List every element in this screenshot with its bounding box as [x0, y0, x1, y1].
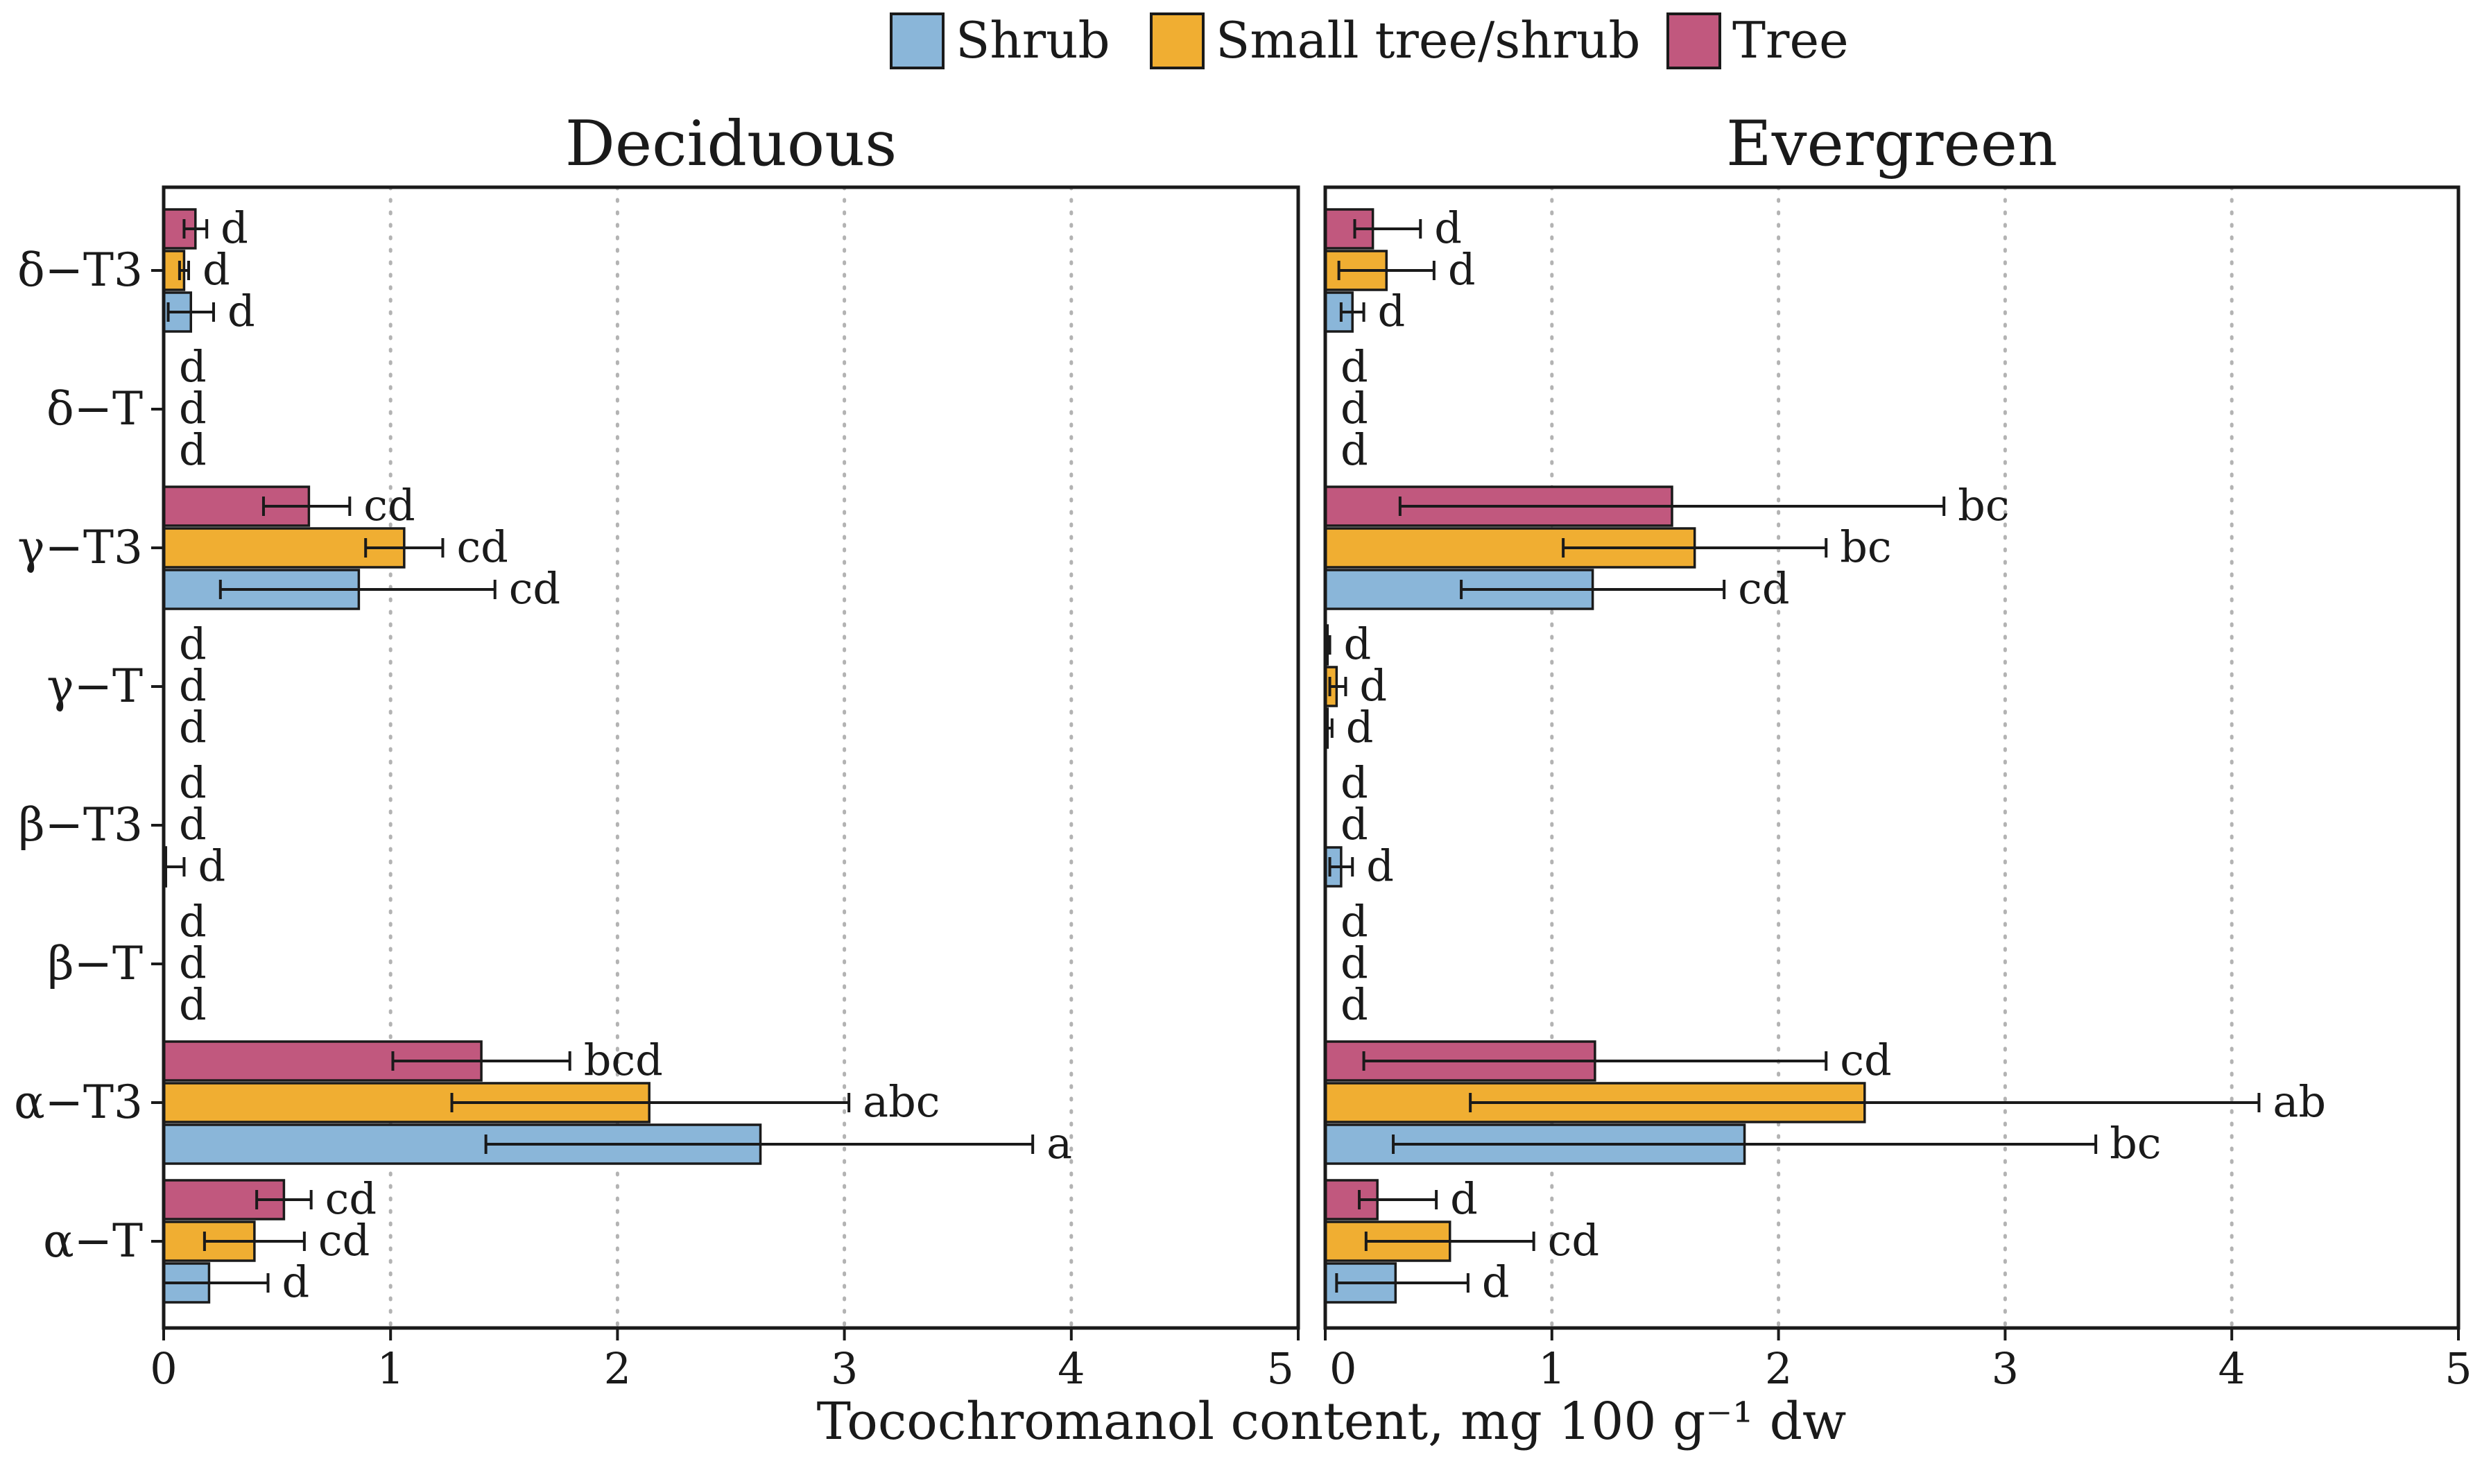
- significance-letter-1-1-0: d: [1448, 244, 1476, 295]
- panels: Deciduousddcddddbcdcdddcddddabccdddcdddd…: [14, 107, 2472, 1394]
- significance-letter-1-1-6: ab: [2273, 1076, 2326, 1127]
- panel-1: Evergreenddbcdddcddddbcdddabcdddcddddbcd…: [1323, 107, 2472, 1394]
- significance-letter-1-2-1: d: [1341, 424, 1368, 475]
- panel-title-1: Evergreen: [1726, 107, 2058, 180]
- x-tick-label-0-1: 1: [377, 1343, 404, 1394]
- significance-letter-1-1-3: d: [1359, 660, 1387, 711]
- legend-swatch-2: [1666, 12, 1721, 69]
- significance-letter-1-1-5: d: [1341, 938, 1368, 988]
- x-tick-label-0-4: 4: [1058, 1343, 1085, 1394]
- significance-letter-0-1-4: d: [179, 799, 207, 849]
- category-label-3: γ−T: [46, 659, 143, 713]
- category-label-4: β−T3: [19, 798, 143, 852]
- significance-letter-1-0-5: d: [1341, 896, 1368, 947]
- category-label-5: β−T: [48, 937, 143, 990]
- significance-letter-1-2-5: d: [1341, 979, 1368, 1030]
- x-tick-label-0-2: 2: [604, 1343, 631, 1394]
- significance-letter-0-0-4: d: [179, 757, 207, 808]
- category-label-2: γ−T3: [17, 521, 143, 574]
- legend-label-1: Small tree/shrub: [1216, 11, 1641, 69]
- x-tick-label-0-0: 0: [150, 1343, 177, 1394]
- significance-letter-0-1-6: abc: [863, 1076, 940, 1127]
- x-tick-label-1-0: 0: [1329, 1343, 1356, 1394]
- significance-letter-0-1-0: d: [202, 244, 230, 295]
- significance-letter-0-1-3: d: [179, 660, 207, 711]
- significance-letter-1-0-0: d: [1434, 202, 1462, 253]
- significance-letter-0-0-1: d: [179, 341, 207, 392]
- legend-label-2: Tree: [1732, 11, 1849, 69]
- significance-letter-1-2-3: d: [1346, 702, 1374, 752]
- x-tick-label-1-3: 3: [1992, 1343, 2019, 1394]
- significance-letter-1-2-0: d: [1378, 286, 1406, 336]
- significance-letter-0-2-6: a: [1046, 1118, 1072, 1168]
- significance-letter-1-0-6: cd: [1840, 1035, 1891, 1085]
- legend-swatch-1: [1150, 12, 1205, 69]
- significance-letter-1-1-7: cd: [1548, 1215, 1599, 1266]
- panel-0: Deciduousddcddddbcdcdddcddddabccdddcdddd…: [14, 107, 1300, 1394]
- panel-title-0: Deciduous: [565, 107, 897, 180]
- significance-letter-0-2-7: d: [282, 1257, 310, 1307]
- significance-letter-0-1-7: cd: [318, 1215, 370, 1266]
- panel-frame-1: [1323, 185, 2461, 1330]
- significance-letter-1-2-2: cd: [1738, 563, 1789, 614]
- significance-letter-1-2-6: bc: [2110, 1118, 2161, 1168]
- significance-letter-1-1-1: d: [1341, 383, 1368, 433]
- significance-letter-0-2-1: d: [179, 424, 207, 475]
- significance-letter-0-1-1: d: [179, 383, 207, 433]
- significance-letter-1-0-3: d: [1344, 619, 1372, 669]
- significance-letter-0-2-2: cd: [509, 563, 560, 614]
- significance-letter-0-1-5: d: [179, 938, 207, 988]
- panel-frame-0: [162, 185, 1300, 1330]
- significance-letter-1-1-2: bc: [1840, 521, 1891, 572]
- significance-letter-1-1-4: d: [1341, 799, 1368, 849]
- significance-letter-1-0-2: bc: [1958, 480, 2009, 530]
- significance-letter-0-0-5: d: [179, 896, 207, 947]
- category-label-1: δ−T: [46, 382, 143, 435]
- x-tick-label-0-5: 5: [1267, 1343, 1294, 1394]
- category-label-6: α−T3: [14, 1076, 143, 1129]
- category-label-0: δ−T3: [17, 243, 143, 297]
- significance-letter-1-0-1: d: [1341, 341, 1368, 392]
- significance-letter-0-0-2: cd: [363, 480, 415, 530]
- category-label-7: α−T: [43, 1214, 143, 1268]
- legend-swatch-0: [890, 12, 945, 69]
- significance-letter-0-2-0: d: [227, 286, 255, 336]
- x-tick-label-1-4: 4: [2218, 1343, 2245, 1394]
- significance-letter-0-0-0: d: [221, 202, 248, 253]
- x-tick-label-1-2: 2: [1765, 1343, 1792, 1394]
- significance-letter-1-2-7: d: [1482, 1257, 1510, 1307]
- significance-letter-1-0-7: d: [1450, 1173, 1478, 1224]
- x-tick-label-0-3: 3: [831, 1343, 858, 1394]
- x-tick-label-1-1: 1: [1538, 1343, 1565, 1394]
- x-tick-label-1-5: 5: [2445, 1343, 2472, 1394]
- significance-letter-0-2-3: d: [179, 702, 207, 752]
- significance-letter-1-0-4: d: [1341, 757, 1368, 808]
- significance-letter-0-0-7: cd: [325, 1173, 377, 1224]
- significance-letter-0-1-2: cd: [456, 521, 508, 572]
- legend-label-0: Shrub: [956, 11, 1110, 69]
- legend: Shrub Small tree/shrub Tree: [890, 11, 1849, 69]
- significance-letter-0-2-5: d: [179, 979, 207, 1030]
- significance-letter-1-2-4: d: [1366, 840, 1394, 891]
- x-axis-label: Tocochromanol content, mg 100 g⁻¹ dw: [817, 1392, 1847, 1451]
- significance-letter-0-0-6: bcd: [584, 1035, 663, 1085]
- significance-letter-0-0-3: d: [179, 619, 207, 669]
- significance-letter-0-2-4: d: [198, 840, 225, 891]
